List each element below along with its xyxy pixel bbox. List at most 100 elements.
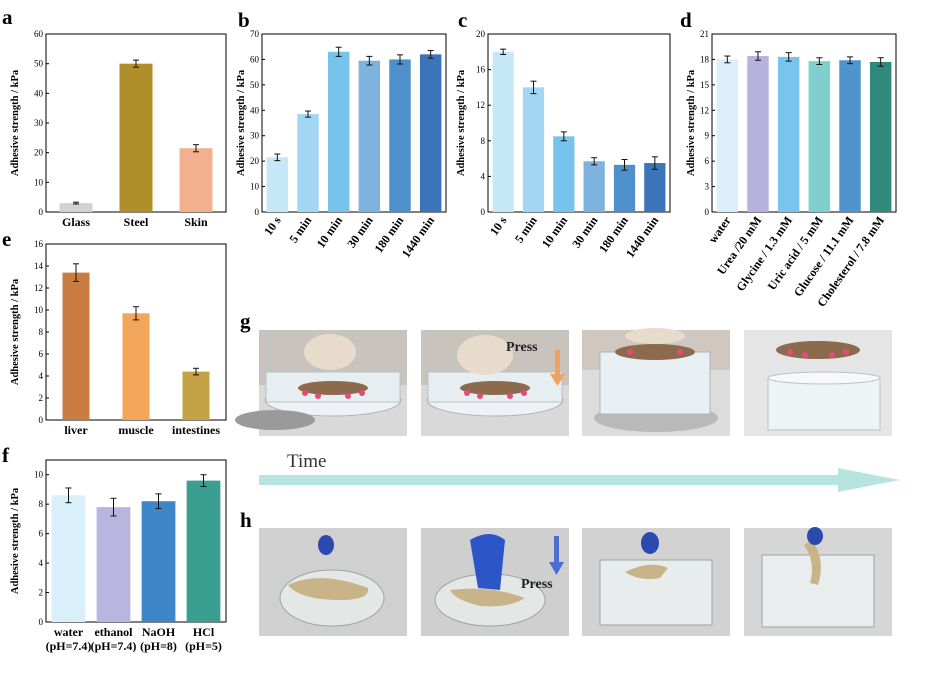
bar-c-5 — [644, 163, 666, 212]
bar-d-4 — [839, 60, 861, 213]
panel-letter-e: e — [2, 227, 11, 251]
xtick-label-c-2: 10 min — [539, 213, 571, 250]
ytick-label-d-2: 6 — [705, 156, 710, 166]
bar-c-2 — [553, 136, 575, 212]
bar-c-0 — [492, 51, 514, 212]
bar-a-1 — [119, 63, 153, 212]
bar-b-3 — [358, 60, 381, 213]
bar-a-2 — [179, 148, 213, 212]
ytick-label-d-0: 0 — [705, 207, 710, 217]
panel-letter-f: f — [2, 443, 10, 467]
axis-frame-c — [487, 33, 671, 213]
ytick-label-a-6: 60 — [34, 29, 44, 39]
xtick-label-a-1: Steel — [124, 215, 149, 229]
panel-letter-c: c — [458, 8, 467, 32]
photo-g-3 — [582, 328, 730, 436]
axis-frame-b — [261, 33, 447, 213]
press-arrow-g-head — [550, 374, 565, 386]
xtick-label-b-3: 30 min — [344, 213, 376, 250]
photo-g-4 — [744, 330, 892, 436]
chart-b: 0 10 20 30 40 50 60 70 Adhesive strength / kPa 10… — [236, 29, 447, 260]
panel-letter-a: a — [2, 5, 13, 29]
panel-letter-h: h — [240, 508, 252, 532]
xtick-label-a-2: Skin — [184, 215, 208, 229]
xtick-sublabel-f-3: (pH=5) — [185, 639, 222, 653]
bar-e-0 — [62, 272, 90, 420]
xtick-label-b-1: 5 min — [286, 213, 314, 245]
axis-frame-d — [711, 33, 897, 213]
bar-f-2 — [141, 501, 176, 622]
xtick-sublabel-f-2: (pH=8) — [140, 639, 177, 653]
panel-letter-g: g — [240, 309, 251, 333]
ytick-label-d-7: 21 — [700, 29, 709, 39]
bar-c-3 — [583, 161, 605, 212]
ytick-label-e-6: 12 — [34, 283, 43, 293]
ytick-label-b-5: 50 — [250, 80, 260, 90]
xtick-label-e-2: intestines — [172, 423, 220, 437]
photo-h-4 — [744, 527, 892, 636]
ytick-label-a-4: 40 — [34, 88, 44, 98]
ytick-label-c-3: 12 — [476, 100, 485, 110]
press-label-h: Press — [521, 577, 553, 592]
bar-d-5 — [869, 61, 892, 212]
ytick-label-f-0: 0 — [39, 617, 44, 627]
ytick-label-c-0: 0 — [481, 207, 486, 217]
bar-c-1 — [522, 87, 545, 212]
ytick-label-d-5: 15 — [700, 80, 710, 90]
xtick-label-f-2: NaOH — [142, 625, 176, 639]
xtick-label-e-1: muscle — [118, 423, 154, 437]
bar-d-1 — [747, 56, 769, 213]
bar-f-0 — [51, 495, 86, 622]
xtick-label-c-1: 5 min — [512, 213, 540, 245]
ytick-label-a-3: 30 — [34, 118, 44, 128]
bar-c-4 — [613, 164, 636, 212]
ytick-label-b-0: 0 — [255, 207, 260, 217]
ytick-label-e-1: 2 — [39, 393, 44, 403]
ytick-label-b-2: 20 — [250, 156, 260, 166]
bar-f-1 — [96, 507, 131, 622]
ytick-label-e-3: 6 — [39, 349, 44, 359]
ytick-label-e-8: 16 — [34, 239, 44, 249]
xtick-label-a-0: Glass — [62, 215, 90, 229]
ytick-label-d-3: 9 — [705, 131, 710, 141]
press-arrow-h-head — [549, 562, 564, 575]
panel-letter-b: b — [238, 8, 250, 32]
bar-d-0 — [716, 59, 739, 212]
press-arrow-h-shaft — [554, 536, 559, 564]
ytick-label-f-3: 6 — [39, 529, 44, 539]
ytick-label-f-4: 8 — [39, 499, 44, 509]
ylabel-c: Adhesive strength / kPa — [456, 69, 467, 176]
xtick-label-c-3: 30 min — [569, 213, 601, 250]
bar-d-3 — [808, 61, 831, 212]
photo-g-2: Press — [421, 330, 569, 436]
ytick-label-a-2: 20 — [34, 148, 44, 158]
panel-letter-d: d — [680, 8, 692, 32]
ytick-label-b-1: 10 — [250, 182, 260, 192]
ytick-label-b-6: 60 — [250, 54, 260, 64]
chart-d: 0 3 6 9 12 15 18 21 Adhesive strength / kPa water… — [686, 29, 897, 309]
xtick-label-b-2: 10 min — [314, 213, 346, 250]
time-arrow: Time — [259, 451, 900, 492]
ytick-label-a-1: 10 — [34, 177, 44, 187]
photo-h-1 — [259, 528, 407, 636]
bar-b-0 — [266, 157, 289, 212]
ytick-label-a-0: 0 — [39, 207, 44, 217]
bar-e-2 — [182, 371, 210, 420]
ytick-label-f-2: 4 — [39, 558, 44, 568]
ylabel-d: Adhesive strength / kPa — [686, 69, 697, 176]
ytick-label-a-5: 50 — [34, 59, 44, 69]
xtick-label-e-0: liver — [64, 423, 88, 437]
ytick-label-e-0: 0 — [39, 415, 44, 425]
xtick-label-f-0: water — [54, 625, 84, 639]
ylabel-a: Adhesive strength / kPa — [10, 69, 21, 176]
xtick-label-d-0: water — [706, 213, 735, 246]
chart-a: 0 10 20 30 40 50 60 Adhesive strength / kPa Glas… — [10, 29, 227, 229]
press-arrow-g-shaft — [555, 350, 560, 376]
bar-b-2 — [327, 51, 350, 212]
ytick-label-e-7: 14 — [34, 261, 44, 271]
ylabel-b: Adhesive strength / kPa — [236, 69, 247, 176]
ytick-label-c-2: 8 — [481, 136, 486, 146]
photo-h-3 — [582, 528, 730, 636]
